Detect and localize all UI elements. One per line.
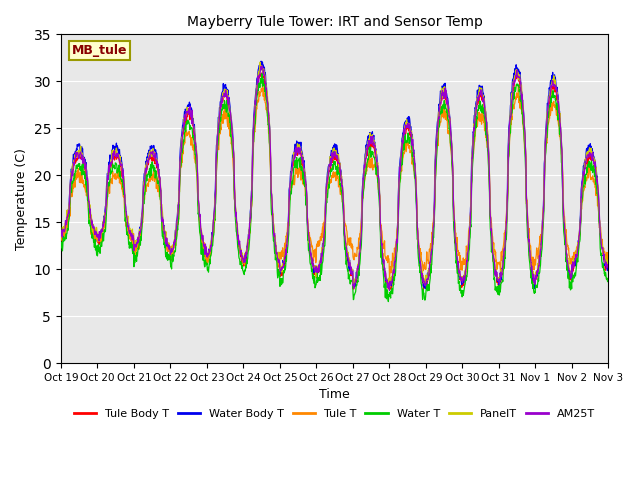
Text: MB_tule: MB_tule xyxy=(72,44,127,57)
Legend: Tule Body T, Water Body T, Tule T, Water T, PanelT, AM25T: Tule Body T, Water Body T, Tule T, Water… xyxy=(70,404,599,423)
X-axis label: Time: Time xyxy=(319,388,350,401)
Y-axis label: Temperature (C): Temperature (C) xyxy=(15,148,28,250)
Title: Mayberry Tule Tower: IRT and Sensor Temp: Mayberry Tule Tower: IRT and Sensor Temp xyxy=(187,15,483,29)
